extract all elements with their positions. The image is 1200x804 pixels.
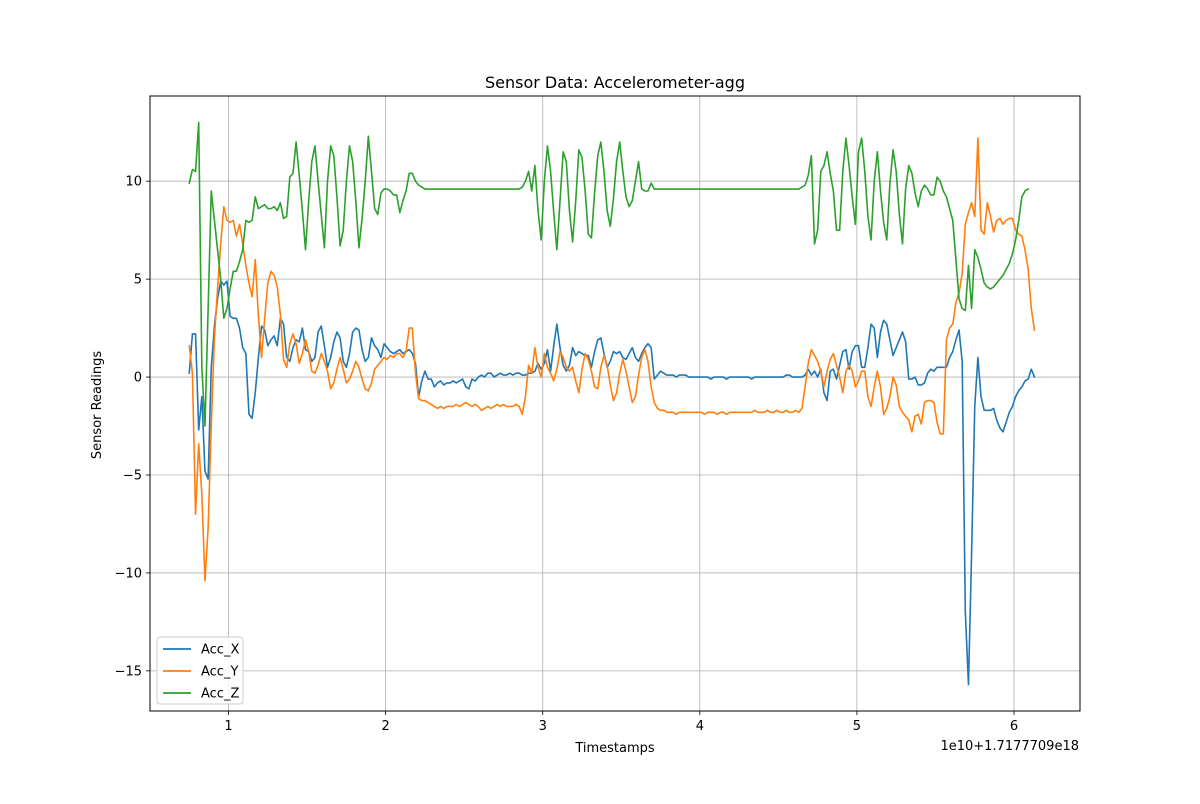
x-axis-ticks: 1 2 3 4 5 6 — [224, 711, 1018, 734]
plot-frame — [149, 95, 1081, 712]
x-axis-offset-label: 1e10+1.7177709e18 — [940, 739, 1079, 754]
legend-label: Acc_X — [201, 643, 239, 658]
x-tick-label: 1 — [224, 719, 232, 734]
x-tick-label: 5 — [853, 719, 861, 734]
series-line-acc-z — [188, 121, 1030, 427]
legend-label: Acc_Y — [201, 665, 238, 680]
x-tick-label: 2 — [382, 719, 390, 734]
y-tick-label: 10 — [125, 175, 142, 190]
y-tick-label: −15 — [115, 664, 142, 679]
y-tick-label: 5 — [134, 273, 142, 288]
series-line-acc-y — [188, 137, 1036, 582]
y-axis-ticks: −15 −10 −5 0 5 10 — [115, 175, 150, 679]
y-tick-label: 0 — [134, 371, 142, 386]
x-axis-label: Timestamps — [574, 741, 655, 756]
series-line-acc-x — [188, 280, 1036, 686]
series-layer — [188, 121, 1036, 686]
chart-title: Sensor Data: Accelerometer-agg — [485, 73, 745, 92]
y-tick-label: −10 — [115, 566, 142, 581]
y-gridlines — [150, 180, 1080, 672]
y-axis-label: Sensor Readings — [90, 351, 105, 459]
x-tick-label: 4 — [696, 719, 704, 734]
legend-box — [156, 636, 244, 705]
y-tick-label: −5 — [123, 468, 142, 483]
x-tick-label: 6 — [1010, 719, 1018, 734]
x-tick-label: 3 — [539, 719, 547, 734]
legend-label: Acc_Z — [201, 687, 239, 702]
legend: Acc_X Acc_Y Acc_Z — [156, 636, 244, 705]
